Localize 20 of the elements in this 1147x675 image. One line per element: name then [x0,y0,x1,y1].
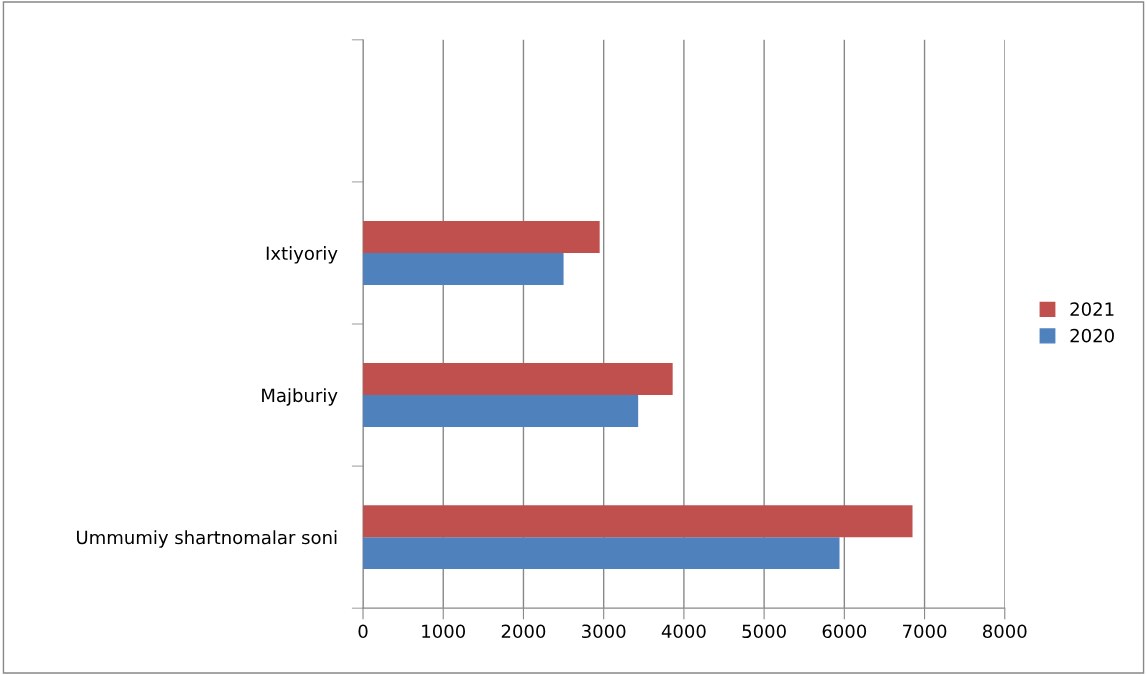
x-tick-label: 3000 [582,624,626,639]
y-tick-label: Majburiy [262,388,338,406]
bar [363,252,564,285]
bar [363,220,600,253]
x-tick-label: 5000 [742,624,786,639]
x-tick-label: 6000 [822,624,867,639]
y-tick-label: Ummumiy shartnomalar soni [77,530,337,548]
x-tick-label: 7000 [903,624,947,639]
bar [363,363,673,396]
x-tick-label: 4000 [661,624,706,639]
x-tick-label: 1000 [422,624,466,639]
legend-label: 2020 [1070,328,1114,343]
y-tick-label: Ixtiyoriy [266,246,338,264]
bar [363,395,639,428]
x-tick-label: 8000 [983,624,1027,639]
x-tick-label: 0 [358,624,368,639]
x-tick-label: 2000 [501,624,546,639]
bar [363,505,913,538]
legend-label: 2021 [1070,302,1114,316]
bar [363,537,840,570]
